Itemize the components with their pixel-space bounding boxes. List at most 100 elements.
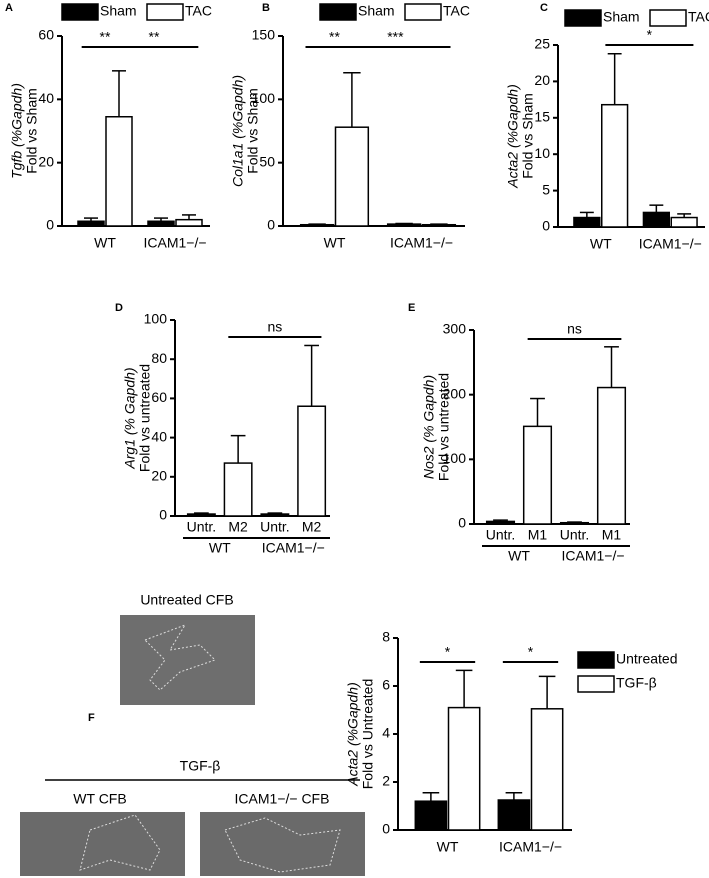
image-group-label: TGF-β — [180, 758, 221, 774]
y-tick-label: 5 — [542, 181, 550, 197]
y-axis-label: Fold vs Sham — [245, 88, 261, 174]
legend-label: Untreated — [616, 651, 677, 667]
y-axis-label: Acta2 (%Gapdh) — [505, 84, 521, 189]
micrograph — [120, 615, 255, 705]
y-tick-label: 40 — [151, 428, 167, 444]
y-axis-label: Fold vs untreated — [137, 364, 153, 472]
bar — [485, 520, 516, 525]
bar — [260, 513, 290, 517]
panel-letter: B — [262, 2, 270, 14]
panel-letter: A — [5, 2, 13, 14]
group-label: ICAM1−/− — [561, 548, 624, 564]
significance-label: * — [647, 27, 653, 43]
significance-label: ns — [267, 319, 282, 335]
cell-outline — [144, 624, 216, 691]
micrographs: Untreated CFB TGF-β WT CFB ICAM1−/− CFB — [20, 592, 365, 876]
chart: C Acta2 (%Gapdh) Fold vs Sham 0 5 10 15 20 25 WT I… — [505, 2, 709, 252]
x-tick-label: ICAM1−/− — [390, 235, 453, 251]
bar — [497, 799, 531, 831]
bar — [175, 218, 203, 227]
significance-label: ** — [329, 29, 340, 45]
panel-letter: D — [115, 302, 123, 314]
y-tick-label: 0 — [382, 821, 390, 837]
micrograph — [200, 812, 365, 876]
y-tick-label: 15 — [534, 109, 550, 125]
significance-label: ** — [149, 29, 160, 45]
y-axis-label: Arg1 (% Gapdh) — [122, 367, 138, 469]
significance-label: * — [528, 644, 534, 660]
legend-swatch — [61, 3, 99, 21]
bar — [447, 706, 481, 831]
y-tick-label: 8 — [382, 629, 390, 645]
bar — [77, 220, 105, 227]
y-tick-label: 0 — [159, 507, 167, 523]
legend-swatch — [649, 9, 687, 27]
cell-outline — [224, 817, 341, 873]
x-tick-label: WT — [437, 839, 459, 855]
significance-label: *** — [387, 29, 404, 45]
y-tick-label: 10 — [534, 145, 550, 161]
x-tick-label: Untr. — [187, 519, 217, 535]
x-tick-label: M1 — [602, 527, 622, 543]
y-tick-label: 100 — [443, 450, 467, 466]
chart: B Col1a1 (%Gapdh) Fold vs Sham 0 50 100 150 WT I… — [230, 2, 470, 251]
bar — [601, 103, 629, 228]
group-label: WT — [508, 548, 530, 564]
y-axis-label: Fold vs untreated — [436, 373, 452, 481]
image-title: Untreated CFB — [140, 592, 233, 608]
panel-letter: C — [540, 2, 548, 14]
x-tick-label: M1 — [528, 527, 548, 543]
micrograph — [20, 812, 185, 876]
y-tick-label: 20 — [534, 72, 550, 88]
y-tick-label: 4 — [382, 725, 390, 741]
legend-swatch — [146, 3, 184, 21]
y-tick-label: 60 — [38, 27, 54, 43]
group-label: ICAM1−/− — [262, 540, 325, 556]
x-tick-label: Untr. — [560, 527, 590, 543]
y-axis-label: Col1a1 (%Gapdh) — [230, 75, 246, 187]
y-tick-label: 100 — [144, 311, 168, 327]
x-tick-label: ICAM1−/− — [639, 236, 702, 252]
legend-swatch — [319, 3, 357, 21]
y-tick-label: 2 — [382, 773, 390, 789]
y-axis-label: Acta2 (%Gapdh) — [345, 682, 361, 787]
y-tick-label: 300 — [443, 321, 467, 337]
bar — [522, 425, 553, 525]
x-tick-label: WT — [324, 235, 346, 251]
group-label: WT — [209, 540, 231, 556]
y-tick-label: 100 — [252, 90, 276, 106]
x-tick-label: ICAM1−/− — [499, 839, 562, 855]
x-tick-label: M2 — [228, 519, 248, 535]
y-tick-label: 50 — [259, 153, 275, 169]
bar — [530, 708, 564, 831]
bar — [386, 223, 422, 227]
x-tick-label: WT — [94, 235, 116, 251]
bar — [223, 462, 253, 517]
panel-letter: F — [88, 712, 95, 724]
legend-swatch — [564, 9, 602, 27]
y-axis-label: Nos2 (% Gapdh) — [421, 375, 437, 479]
bar — [105, 116, 133, 227]
bar — [596, 386, 627, 525]
panel-letter: E — [408, 302, 415, 314]
y-axis-label: Tgfb (%Gapdh) — [9, 83, 25, 179]
bar — [186, 513, 216, 517]
bar — [670, 216, 698, 228]
x-tick-label: Untr. — [486, 527, 516, 543]
bar — [573, 216, 601, 228]
bar — [559, 521, 590, 525]
cell-outline — [79, 814, 161, 871]
legend-label: TAC — [688, 9, 709, 25]
legend-label: Sham — [603, 9, 640, 25]
image-label: WT CFB — [73, 791, 126, 807]
y-axis-label: Fold vs Sham — [24, 88, 40, 174]
chart: A Tgfb (%Gapdh) Fold vs Sham 0 20 40 60 WT ICAM1… — [5, 2, 212, 251]
x-tick-label: Untr. — [260, 519, 290, 535]
y-axis-label: Fold vs Untreated — [360, 679, 376, 790]
bar — [334, 126, 370, 227]
x-tick-label: WT — [590, 236, 612, 252]
bar — [642, 211, 671, 228]
legend-swatch — [404, 3, 442, 21]
y-tick-label: 200 — [443, 385, 467, 401]
